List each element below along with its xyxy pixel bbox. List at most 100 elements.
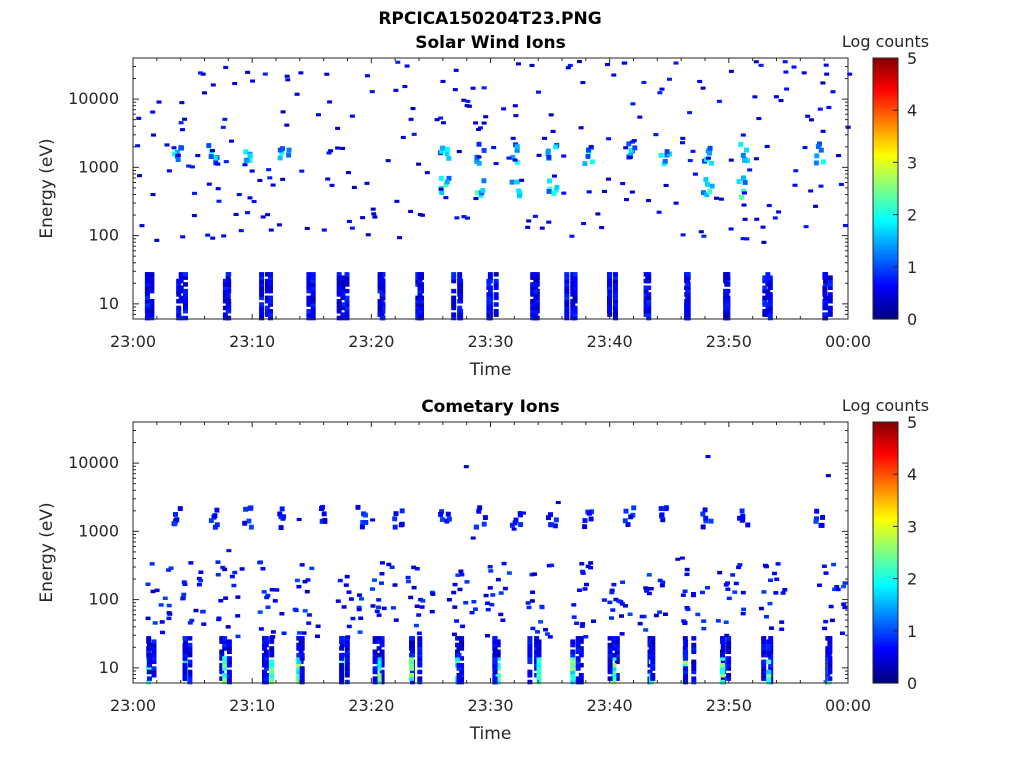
data-cell	[151, 666, 157, 671]
data-cell	[488, 569, 494, 573]
data-cell	[310, 299, 316, 304]
colorbar-tick-label: 4	[907, 101, 917, 120]
colorbar-swatch	[873, 560, 898, 564]
data-cell	[720, 679, 725, 685]
data-cell	[296, 656, 302, 661]
data-cell	[653, 133, 659, 137]
data-cell	[458, 315, 464, 321]
data-cell	[838, 182, 844, 186]
data-cell	[631, 139, 637, 143]
data-cell	[530, 272, 536, 277]
data-cell	[226, 642, 232, 648]
data-cell	[611, 642, 617, 648]
colorbar-tick-label: 5	[907, 49, 917, 68]
colorbar-swatch	[873, 188, 898, 192]
data-cell	[823, 299, 829, 304]
data-cell	[614, 639, 620, 644]
colorbar-swatch	[873, 240, 898, 244]
data-cell	[643, 292, 649, 297]
data-cell	[578, 676, 584, 681]
colorbar-swatch	[873, 264, 898, 268]
colorbar-swatch	[873, 482, 898, 486]
data-cell	[527, 679, 533, 685]
data-cell	[683, 679, 689, 685]
colorbar-swatch	[873, 432, 898, 436]
data-cell	[487, 272, 493, 277]
data-cell	[485, 634, 490, 638]
data-cell	[176, 278, 182, 284]
data-cell	[222, 285, 228, 290]
data-cell	[344, 315, 350, 321]
data-cell	[249, 169, 255, 173]
data-cell	[393, 88, 399, 92]
x-tick-label: 23:10	[229, 696, 275, 715]
data-cell	[813, 160, 819, 166]
data-cell	[685, 278, 691, 284]
data-cell	[613, 299, 618, 304]
data-cell	[492, 673, 498, 678]
colorbar-swatch	[873, 479, 898, 483]
colorbar-swatch	[873, 675, 898, 679]
colorbar-swatch	[873, 575, 898, 580]
data-cell	[685, 309, 691, 314]
colorbar-swatch	[873, 133, 898, 137]
data-cell	[715, 619, 721, 623]
data-cell	[147, 656, 152, 661]
data-cell	[339, 669, 345, 675]
colorbar-swatch	[873, 427, 898, 431]
data-cell	[500, 618, 506, 622]
data-cell	[149, 275, 155, 280]
data-cell	[176, 299, 182, 304]
data-cell	[575, 646, 581, 651]
data-cell	[495, 577, 501, 582]
data-cell	[226, 659, 232, 665]
data-cell	[725, 587, 731, 591]
data-cell	[841, 584, 847, 589]
data-cell	[187, 673, 193, 678]
data-cell	[296, 669, 302, 675]
data-cell	[683, 673, 689, 678]
colorbar-swatch	[873, 581, 898, 585]
data-cell	[179, 145, 184, 151]
data-cell	[269, 659, 275, 665]
data-cell	[459, 669, 465, 675]
data-cell	[683, 649, 689, 654]
data-cell	[440, 145, 446, 151]
data-cell	[340, 278, 346, 284]
data-cell	[660, 517, 666, 523]
data-cell	[611, 673, 617, 678]
data-cell	[222, 642, 228, 648]
data-cell	[646, 292, 652, 297]
data-cell	[485, 601, 491, 605]
data-cell	[225, 302, 231, 307]
data-cell	[758, 606, 764, 611]
data-cell	[705, 455, 711, 459]
colorbar-swatch	[873, 107, 898, 111]
data-cell	[279, 506, 285, 512]
data-cell	[761, 669, 767, 675]
data-cell	[222, 636, 228, 641]
colorbar-swatch	[873, 76, 898, 80]
data-cell	[527, 636, 533, 641]
data-cell	[299, 169, 305, 173]
data-cell	[269, 679, 275, 685]
data-cell	[222, 282, 228, 287]
data-cell	[146, 679, 152, 685]
data-cell	[527, 639, 533, 644]
colorbar-swatch	[873, 131, 898, 135]
colorbar-swatch	[873, 602, 898, 606]
data-cell	[680, 593, 686, 597]
data-cell	[650, 663, 656, 668]
data-cell	[691, 669, 697, 675]
data-cell	[376, 679, 382, 685]
data-cell	[493, 285, 499, 290]
colorbar-swatch	[873, 562, 898, 567]
y-axis-label: Energy (eV)	[37, 502, 57, 602]
data-cell	[216, 616, 222, 620]
data-cell	[451, 272, 457, 277]
data-cell	[166, 616, 172, 621]
data-cell	[765, 288, 771, 294]
data-cell	[493, 295, 499, 301]
data-cell	[459, 679, 465, 685]
